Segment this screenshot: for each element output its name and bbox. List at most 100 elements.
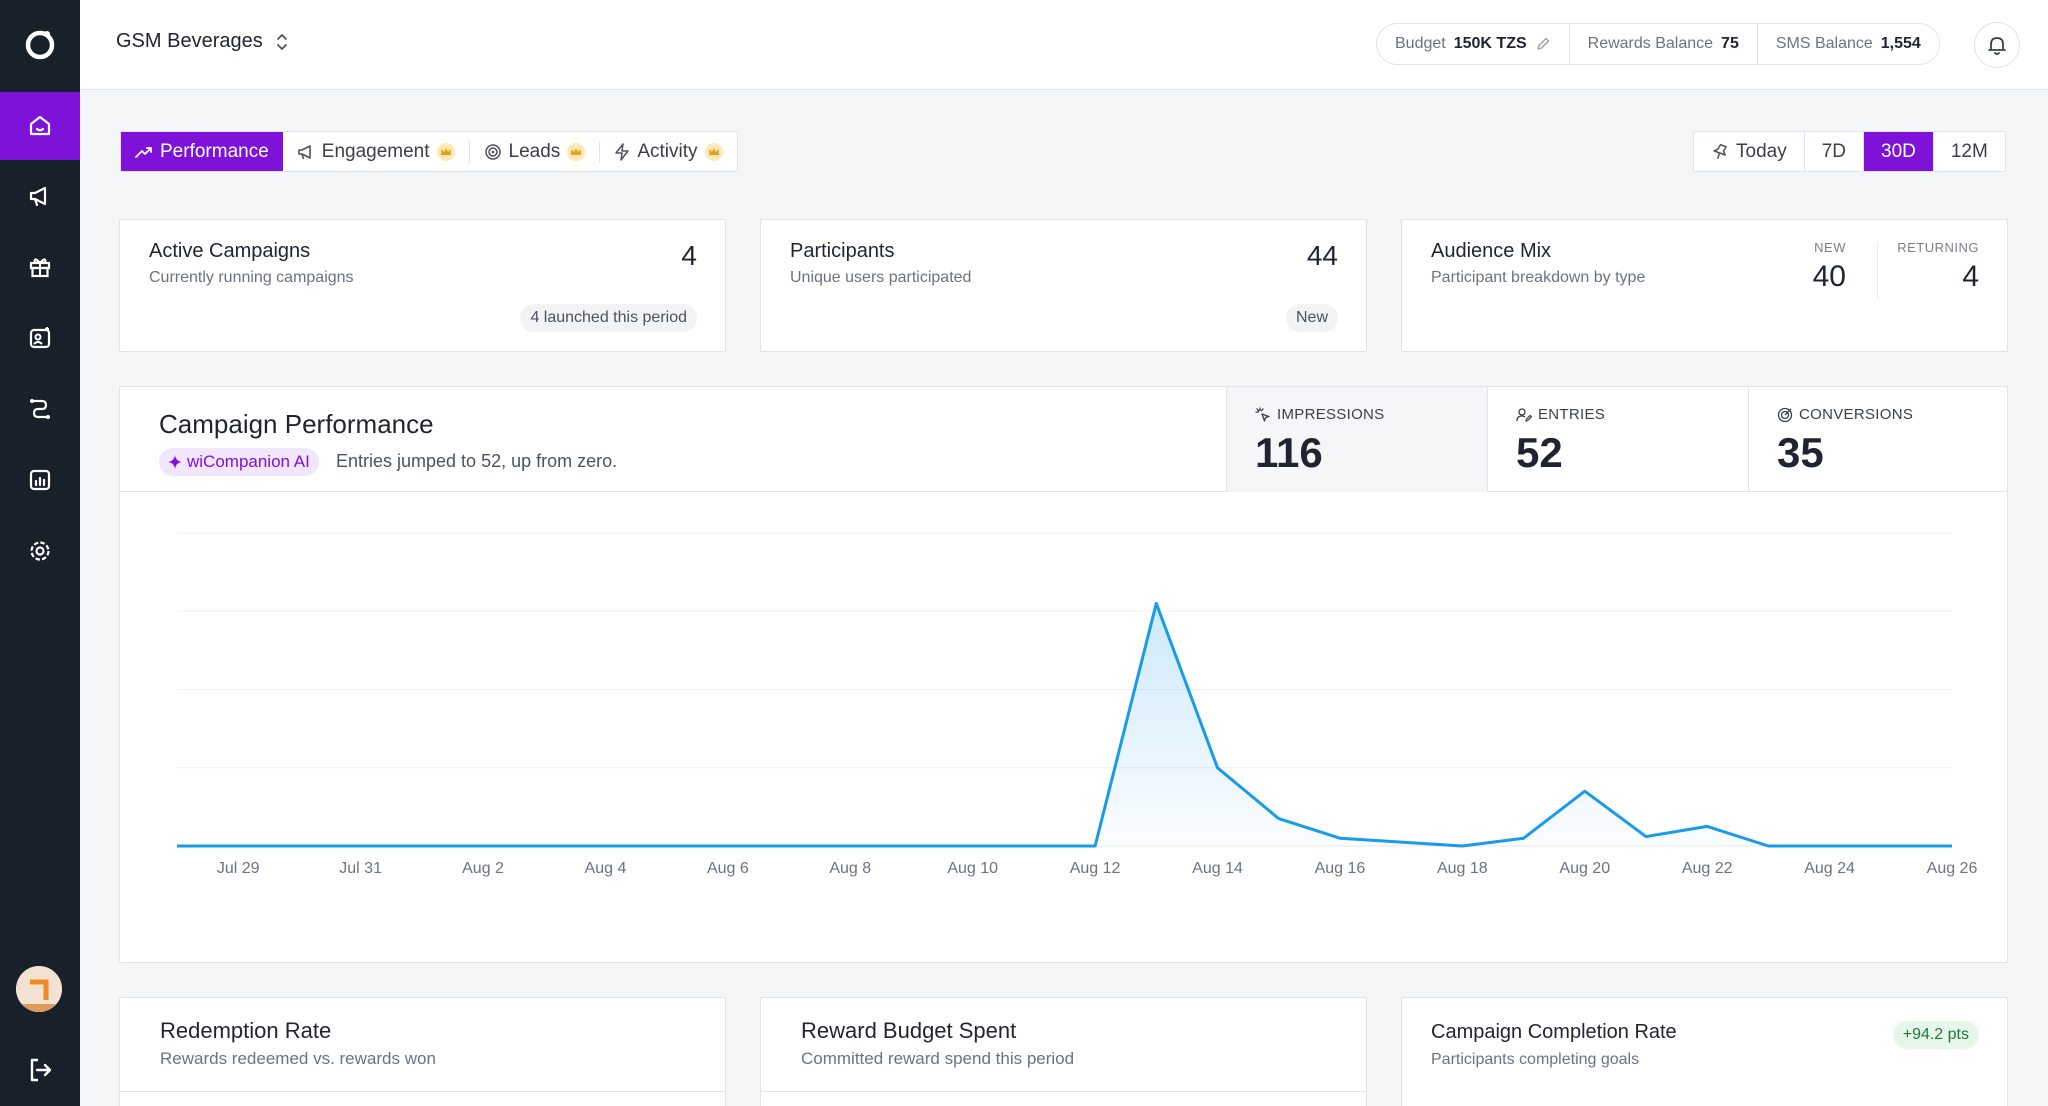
x-tick-label: Jul 29 [217, 860, 260, 877]
nav-participants[interactable] [0, 304, 80, 372]
megaphone-icon [297, 144, 311, 159]
rewards-value: 75 [1721, 35, 1739, 52]
x-tick-label: Jul 31 [339, 860, 382, 877]
cursor-click-icon [1255, 406, 1270, 422]
x-tick-label: Aug 16 [1315, 860, 1366, 877]
app-logo[interactable] [18, 22, 62, 66]
x-axis-ticks: Jul 29 Jul 31 Aug 2 Aug 4 Aug 6 Aug 8 Aug 10 Au… [217, 860, 1978, 877]
avatar-icon [16, 966, 62, 1012]
tab-activity[interactable]: Activity [600, 132, 736, 171]
chart-grid [177, 532, 1952, 847]
tab-performance[interactable]: Performance [121, 132, 283, 171]
org-switcher[interactable]: GSM Beverages [116, 30, 289, 53]
metric-label: IMPRESSIONS [1255, 406, 1385, 423]
audience-divider [1877, 242, 1878, 298]
returning-label: RETURNING [1897, 240, 1979, 255]
nav-home[interactable] [0, 92, 80, 160]
performance-chart: Jul 29 Jul 31 Aug 2 Aug 4 Aug 6 Aug 8 Aug 10 Au… [177, 532, 1978, 877]
range-12m[interactable]: 12M [1932, 132, 2005, 171]
card-pill: New [1285, 304, 1338, 332]
metric-value: 52 [1516, 429, 1563, 476]
target-icon [484, 143, 501, 160]
card-value: 4 [681, 240, 697, 271]
nav-campaigns[interactable] [0, 162, 80, 230]
balances-bar: Budget 150K TZS Rewards Balance 75 SMS B… [1376, 23, 1940, 65]
logout-icon [30, 1058, 52, 1082]
report-icon [29, 469, 51, 491]
x-tick-label: Aug 24 [1804, 860, 1855, 877]
series-area [177, 603, 1952, 846]
sms-label: SMS Balance [1775, 35, 1873, 52]
target-icon [1777, 407, 1793, 422]
series-line [177, 601, 1952, 848]
reward-budget-card: Reward Budget Spent Committed reward spe… [760, 997, 1367, 1106]
metric-label: CONVERSIONS [1777, 406, 1913, 423]
budget-label: Budget [1395, 35, 1446, 52]
metric-impressions[interactable]: IMPRESSIONS 116 [1226, 387, 1487, 492]
x-tick-label: Aug 4 [585, 860, 627, 877]
trending-up-icon [135, 146, 152, 158]
logout-button[interactable] [0, 1040, 80, 1100]
card-subtitle: Currently running campaigns [149, 269, 354, 286]
user-edit-icon [1516, 407, 1532, 422]
ai-badge[interactable]: wiCompanion AI [159, 448, 319, 476]
chevron-updown-icon [276, 33, 287, 50]
user-card-icon [29, 327, 51, 349]
avatar[interactable] [16, 966, 62, 1012]
tab-label: Performance [160, 140, 269, 162]
x-tick-label: Aug 8 [829, 860, 871, 877]
budget-balance[interactable]: Budget 150K TZS [1377, 24, 1569, 64]
redemption-rate-card: Redemption Rate Rewards redeemed vs. rew… [119, 997, 726, 1106]
card-title: Participants [790, 240, 895, 262]
crown-icon [567, 142, 586, 161]
budget-value: 150K TZS [1453, 35, 1527, 52]
completion-rate-card: Campaign Completion Rate Participants co… [1401, 997, 2008, 1106]
range-today[interactable]: Today [1694, 132, 1804, 171]
nav-settings[interactable] [0, 517, 80, 585]
sidebar [0, 0, 80, 1106]
card-title: Redemption Rate [160, 1018, 332, 1043]
dashboard-tabs: Performance Engagement Leads Activity [120, 131, 738, 172]
tab-engagement[interactable]: Engagement [283, 132, 469, 171]
card-subtitle: Participants completing goals [1431, 1051, 1640, 1068]
date-range-selector: Today 7D 30D 12M [1693, 131, 2006, 172]
x-tick-label: Aug 14 [1192, 860, 1243, 877]
metric-entries[interactable]: ENTRIES 52 [1487, 387, 1748, 492]
range-7d[interactable]: 7D [1803, 132, 1863, 171]
x-tick-label: Aug 6 [707, 860, 749, 877]
gear-icon [30, 541, 50, 561]
metric-label-text: ENTRIES [1538, 406, 1606, 423]
range-label: 12M [1950, 140, 1988, 162]
notifications-button[interactable] [1974, 22, 2020, 68]
tab-divider [468, 140, 470, 163]
card-divider [120, 1091, 725, 1092]
ai-badge-label: wiCompanion AI [187, 452, 310, 471]
pencil-icon[interactable] [1535, 36, 1551, 52]
metric-label-text: CONVERSIONS [1799, 406, 1914, 423]
performance-header: Campaign Performance wiCompanion AI Entr… [120, 387, 2007, 492]
new-label: NEW [1814, 240, 1846, 255]
x-tick-label: Aug 18 [1437, 860, 1488, 877]
audience-mix-card: Audience Mix Participant breakdown by ty… [1401, 219, 2008, 352]
range-30d[interactable]: 30D [1863, 132, 1933, 171]
card-subtitle: Committed reward spend this period [801, 1049, 1075, 1068]
nav-workflows[interactable] [0, 375, 80, 443]
crown-icon [704, 142, 723, 161]
card-divider [761, 1091, 1366, 1092]
metric-label-text: IMPRESSIONS [1277, 406, 1385, 423]
returning-value: 4 [1962, 260, 1979, 293]
sms-balance: SMS Balance 1,554 [1756, 24, 1939, 64]
nav-reports[interactable] [0, 446, 80, 514]
rewards-label: Rewards Balance [1587, 35, 1714, 52]
x-tick-label: Aug 22 [1682, 860, 1733, 877]
tab-leads[interactable]: Leads [470, 132, 600, 171]
top-header: GSM Beverages Budget 150K TZS Rewards Ba… [80, 0, 2048, 90]
home-icon [29, 115, 51, 136]
card-pill: 4 launched this period [520, 304, 697, 332]
metric-conversions[interactable]: CONVERSIONS 35 [1748, 387, 2007, 492]
participants-card: Participants Unique users participated 4… [760, 219, 1367, 352]
nav-rewards[interactable] [0, 233, 80, 301]
tab-divider [599, 140, 601, 163]
card-value: 44 [1306, 240, 1338, 271]
range-label: 30D [1881, 140, 1916, 162]
